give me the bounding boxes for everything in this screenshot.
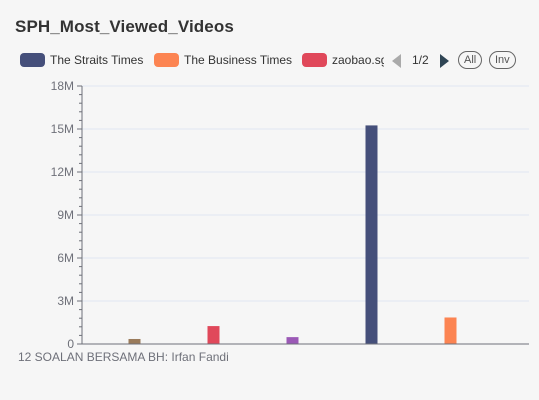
legend-label: The Straits Times — [50, 53, 144, 67]
legend-label: zaobao.sg — [332, 53, 384, 67]
legend-item-business-times[interactable]: The Business Times — [154, 50, 292, 70]
legend-swatch — [302, 53, 327, 67]
y-axis: 0 3M 6M 9M 12M 15M 18M — [51, 79, 83, 351]
legend-item-zaobao[interactable]: zaobao.sg — [302, 50, 384, 70]
x-category-label: 12 SOALAN BERSAMA BH: Irfan Fandi — [18, 350, 229, 364]
y-tick-label: 0 — [67, 337, 74, 351]
y-tick-label: 15M — [51, 122, 74, 136]
bar — [207, 326, 220, 344]
legend-invert-button[interactable]: Inv — [489, 51, 516, 69]
bar — [444, 317, 457, 344]
bar — [286, 337, 299, 344]
legend-label: The Business Times — [184, 53, 293, 67]
legend-swatch — [154, 53, 179, 67]
legend-next-page-icon[interactable] — [440, 54, 449, 68]
chart-title: SPH_Most_Viewed_Videos — [15, 17, 234, 36]
bars — [128, 125, 457, 345]
grid-lines — [82, 85, 529, 302]
legend-swatch — [20, 53, 45, 67]
y-tick-label: 9M — [57, 208, 74, 222]
x-axis: 12 SOALAN BERSAMA BH: Irfan Fandi — [18, 343, 529, 364]
legend-prev-page-icon[interactable] — [392, 54, 401, 68]
y-tick-label: 18M — [51, 79, 74, 93]
legend-item-straits-times[interactable]: The Straits Times — [20, 50, 143, 70]
bar — [128, 338, 141, 344]
bar — [365, 125, 378, 345]
legend-select-all-button[interactable]: All — [458, 51, 483, 69]
legend-page-indicator: 1/2 — [412, 53, 429, 67]
y-tick-label: 3M — [57, 294, 74, 308]
y-tick-label: 6M — [57, 251, 74, 265]
legend: The Straits Times The Business Times zao… — [20, 50, 530, 70]
y-tick-label: 12M — [51, 165, 74, 179]
